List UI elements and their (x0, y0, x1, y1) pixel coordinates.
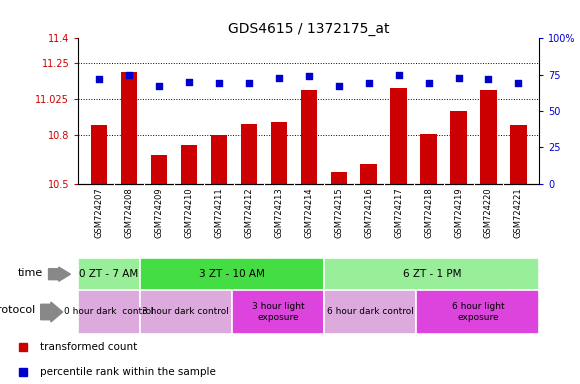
Bar (510, 126, 527, 184)
Bar (78, 290, 140, 334)
Text: GSM724219: GSM724219 (454, 187, 463, 238)
Text: GSM724207: GSM724207 (95, 187, 104, 238)
Point (304, 73, 314, 79)
Bar (140, 258, 324, 290)
Bar (91, 126, 107, 184)
Point (514, 80, 523, 86)
Text: GSM724218: GSM724218 (424, 187, 433, 238)
Text: GSM724210: GSM724210 (184, 187, 194, 238)
Point (424, 80, 433, 86)
Bar (324, 258, 539, 290)
Point (125, 71, 134, 78)
Bar (331, 172, 347, 184)
Text: 0 ZT - 7 AM: 0 ZT - 7 AM (79, 269, 139, 279)
Bar (271, 122, 287, 184)
Text: transformed count: transformed count (40, 341, 137, 352)
Bar (324, 290, 416, 334)
Point (454, 74, 463, 81)
Text: GSM724211: GSM724211 (215, 187, 223, 238)
Text: protocol: protocol (0, 305, 35, 315)
Point (95, 76, 104, 82)
Bar (140, 290, 232, 334)
Point (394, 71, 403, 78)
Text: GSM724217: GSM724217 (394, 187, 403, 238)
Text: percentile rank within the sample: percentile rank within the sample (40, 366, 216, 377)
Text: 6 hour dark control: 6 hour dark control (327, 308, 414, 316)
Bar (361, 164, 377, 184)
Text: GSM724212: GSM724212 (244, 187, 253, 238)
Point (274, 74, 284, 81)
Text: 3 ZT - 10 AM: 3 ZT - 10 AM (199, 269, 265, 279)
Text: 0 hour dark  control: 0 hour dark control (64, 308, 154, 316)
Point (334, 83, 343, 89)
Bar (78, 258, 140, 290)
Bar (232, 290, 324, 334)
Text: 6 hour light
exposure: 6 hour light exposure (452, 302, 504, 322)
Text: GSM724221: GSM724221 (514, 187, 523, 238)
Point (244, 80, 253, 86)
FancyArrow shape (41, 302, 63, 322)
Text: 6 ZT - 1 PM: 6 ZT - 1 PM (403, 269, 461, 279)
Point (215, 80, 224, 86)
Bar (416, 290, 539, 334)
Text: GSM724220: GSM724220 (484, 187, 493, 238)
Text: GSM724215: GSM724215 (334, 187, 343, 238)
Bar (211, 135, 227, 184)
Text: GSM724216: GSM724216 (364, 187, 374, 238)
Text: GSM724214: GSM724214 (304, 187, 313, 238)
Bar (390, 88, 407, 184)
Point (154, 83, 164, 89)
Bar (241, 124, 257, 184)
Point (484, 76, 493, 82)
Bar (181, 145, 197, 184)
Point (364, 80, 374, 86)
Text: GSM724208: GSM724208 (125, 187, 134, 238)
Bar (450, 111, 467, 184)
FancyArrow shape (49, 267, 71, 281)
Text: 3 hour dark control: 3 hour dark control (143, 308, 229, 316)
Bar (420, 134, 437, 184)
Text: time: time (18, 268, 43, 278)
Bar (151, 154, 168, 184)
Text: GSM724209: GSM724209 (155, 187, 164, 238)
Text: 3 hour light
exposure: 3 hour light exposure (252, 302, 304, 322)
Bar (300, 90, 317, 184)
Bar (121, 72, 137, 184)
Bar (480, 90, 496, 184)
Point (184, 79, 194, 85)
Text: GSM724213: GSM724213 (274, 187, 284, 238)
Title: GDS4615 / 1372175_at: GDS4615 / 1372175_at (228, 22, 390, 36)
